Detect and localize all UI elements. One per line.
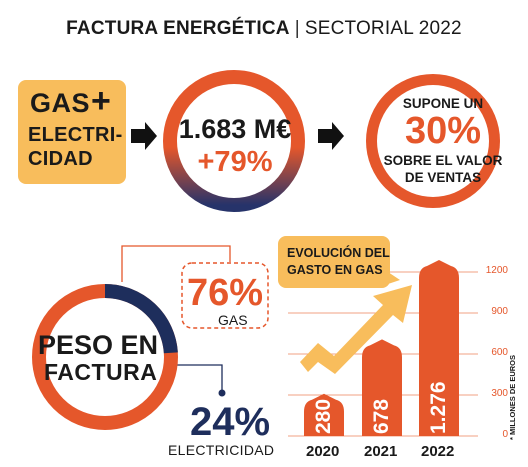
bar-value-label: 1.276 <box>427 381 450 434</box>
pie-electricity-label: ELECTRICIDAD <box>168 442 275 458</box>
electricity-label-part2: CIDAD <box>28 148 93 170</box>
y-tick-label: 900 <box>491 306 508 317</box>
chart-title-line1: EVOLUCIÓN DEL <box>287 246 390 260</box>
page-title: FACTURA ENERGÉTICA | SECTORIAL 2022 <box>0 18 528 40</box>
pie-electricity-value: 24% <box>190 400 271 444</box>
chart-unit-label: * MILLONES DE EUROS <box>508 354 517 440</box>
title-subtitle: SECTORIAL 2022 <box>304 18 462 39</box>
trend-arrow-icon <box>300 285 412 374</box>
supone-percent: 30% <box>404 110 482 152</box>
plus-icon: + <box>91 82 111 120</box>
pie-gas-label: GAS <box>218 312 248 328</box>
y-tick-label: 0 <box>502 429 508 440</box>
bar-2022 <box>419 260 459 436</box>
pie-electricity-arc <box>104 284 178 354</box>
pie-title-line1: PESO EN <box>38 330 159 360</box>
gas-connector <box>121 245 231 282</box>
bar-2020 <box>304 393 344 436</box>
pie-title-line2: FACTURA <box>44 359 158 385</box>
total-amount: 1.683 M€ <box>178 114 292 144</box>
gas-label: GAS <box>30 88 91 118</box>
supone-detail-line2: DE VENTAS <box>404 170 482 185</box>
pie-gas-value: 76% <box>186 272 264 314</box>
supone-detail: SOBRE EL VALOR DE VENTAS <box>368 152 518 186</box>
callout-pointer <box>388 272 400 284</box>
chart-title-box <box>278 236 390 288</box>
total-change: +79% <box>197 146 273 178</box>
x-tick-label: 2020 <box>306 443 340 460</box>
electricity-label-part1: ELECTRI- <box>28 124 123 146</box>
supone-ring-inner <box>377 85 489 197</box>
bar-value-label: 280 <box>312 398 335 434</box>
title-separator: | <box>294 18 300 39</box>
gas-share-box <box>181 262 269 329</box>
chart-title-line2: GASTO EN GAS <box>287 263 383 277</box>
y-tick-label: 1200 <box>485 265 508 276</box>
bar-value-label: 678 <box>370 398 393 434</box>
electricity-connector-dot <box>218 389 226 397</box>
gas-electricity-box <box>18 80 126 184</box>
x-tick-label: 2021 <box>364 443 398 460</box>
total-ring <box>163 70 305 212</box>
title-bold: FACTURA ENERGÉTICA <box>66 18 290 39</box>
y-tick-label: 600 <box>491 347 508 358</box>
y-tick-label: 300 <box>491 388 508 399</box>
arrow-right-icon <box>131 122 157 150</box>
x-tick-label: 2022 <box>421 443 455 460</box>
supone-detail-line1: SOBRE EL VALOR <box>383 153 503 168</box>
supone-label: SUPONE UN <box>402 96 484 111</box>
bar-2021 <box>362 339 402 436</box>
electricity-connector <box>168 364 223 392</box>
chart-bars <box>304 260 459 436</box>
arrow-right-icon <box>318 122 344 150</box>
